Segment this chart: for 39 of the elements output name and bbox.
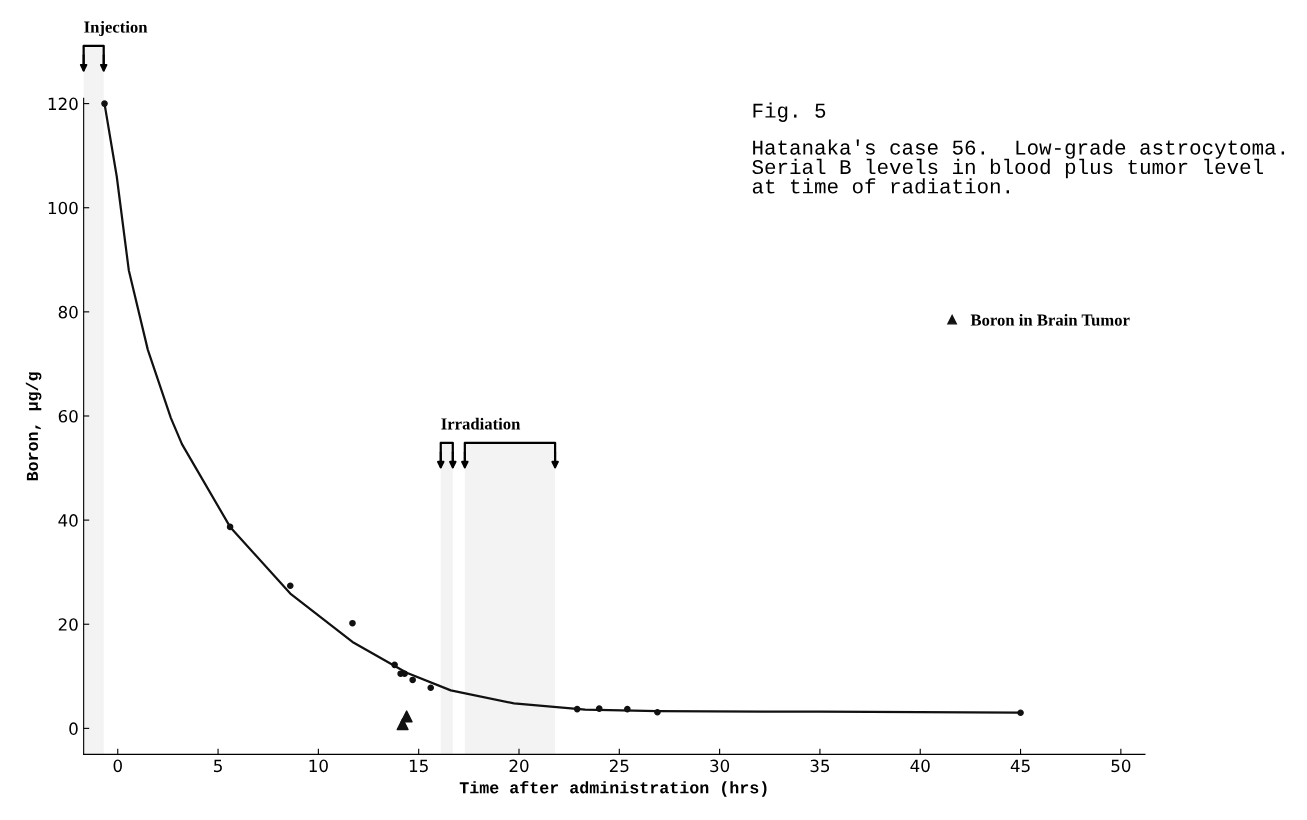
x-tick-label: 45 [1010,759,1030,773]
y-tick-label: 80 [58,305,78,319]
point [396,718,409,731]
y-tick-label: 100 [48,201,78,215]
chart-title: Fig. 5 [753,102,826,122]
x-axis-title: Time after administration (hrs) [459,780,767,797]
point [654,708,661,716]
x-tick-label: 40 [910,759,930,773]
point [226,523,234,531]
y-tick-label: 40 [58,514,78,527]
x-tick-label: 30 [710,759,730,773]
band-label: Injection [84,20,148,37]
point [349,619,356,627]
y-tick-label: 120 [48,97,78,111]
x-tick-label: 0 [113,759,122,773]
point [427,684,435,692]
text: Hatanaka's case 56. Low-grade astrocytoma. Serial B levels in blood plus tumor level at time of radiation. [752,139,1285,194]
legend-label: Boron in Brain Tumor [970,313,1130,326]
y-axis-title: Boron, µg/g [25,372,42,481]
y-tick-label: 0 [69,722,78,735]
x-tick-label: 5 [214,759,222,773]
point [286,582,294,590]
point [409,676,416,684]
point [624,705,631,713]
x-tick-label: 20 [509,759,529,773]
x-tick-label: 35 [810,759,830,773]
band-label: Irradiation [441,417,521,430]
point [1017,709,1024,717]
point [573,705,581,713]
y-tick-label: 60 [58,409,78,423]
x-tick-label: 10 [309,759,328,773]
point [595,705,603,712]
point [401,670,408,677]
point [391,661,398,669]
x-tick-label: 15 [409,759,428,773]
y-tick-label: 20 [58,618,78,631]
x-tick-label: 50 [1111,759,1131,773]
x-tick-label: 25 [609,759,629,773]
point [101,100,108,107]
